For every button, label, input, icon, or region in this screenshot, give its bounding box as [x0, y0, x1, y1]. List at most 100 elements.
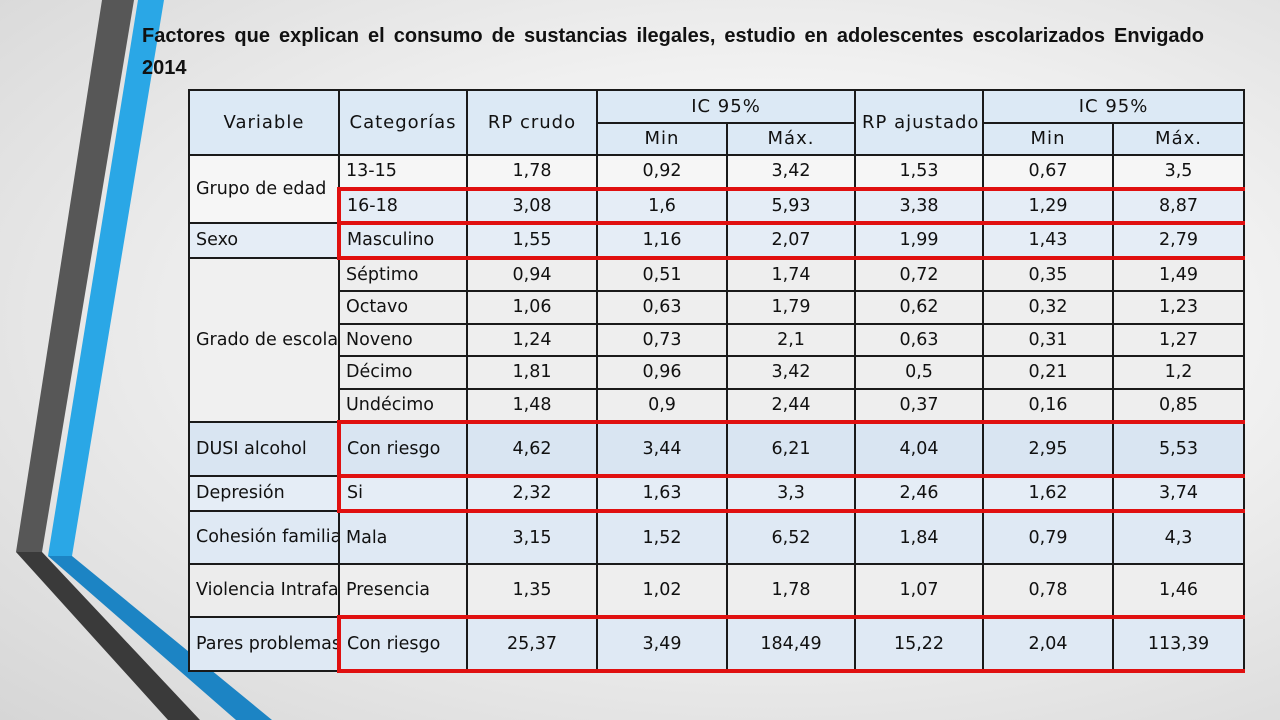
header-min-ajustado: Min [982, 121, 1115, 156]
table-row: Cohesión familiar Mala 3,15 1,52 6,52 1,… [188, 509, 1246, 565]
header-row: Variable Categorías RP crudo IC 95% RP a… [188, 89, 1246, 156]
value-cell: 1,99 [854, 222, 985, 260]
value-cell: 3,42 [725, 355, 857, 390]
category-cell: Octavo [338, 290, 468, 325]
category-cell: Séptimo [338, 256, 468, 292]
category-cell: Noveno [338, 322, 468, 357]
value-cell: 2,79 [1112, 222, 1246, 260]
value-cell: 0,5 [854, 355, 985, 390]
value-cell: 3,49 [596, 614, 728, 673]
results-table: Variable Categorías RP crudo IC 95% RP a… [188, 89, 1246, 673]
value-cell: 1,06 [466, 290, 598, 325]
header-max-ajustado: Máx. [1112, 121, 1246, 156]
value-cell: 1,81 [466, 355, 598, 390]
value-cell: 0,31 [982, 322, 1115, 357]
table-row-highlighted: Pares problemas Con riesgo 25,37 3,49 18… [188, 614, 1246, 673]
value-cell: 1,6 [596, 186, 728, 225]
category-cell: Undécimo [338, 387, 468, 423]
dark-stripe-lower [16, 552, 200, 720]
value-cell: 1,2 [1112, 355, 1246, 390]
table-row: Noveno 1,24 0,73 2,1 0,63 0,31 1,27 [189, 322, 1246, 357]
table-row-highlighted: Sexo Masculino 1,55 1,16 2,07 1,99 1,43 … [188, 222, 1246, 260]
header-ic-crudo: IC 95% [595, 89, 857, 124]
value-cell: 3,42 [725, 154, 857, 190]
table-row: Grupo de edad 13-15 1,78 0,92 3,42 1,53 … [188, 154, 1246, 224]
slide-title: Factores que explican el consumo de sust… [142, 25, 1204, 79]
value-cell: 1,02 [596, 562, 728, 618]
value-cell: 1,16 [596, 222, 728, 260]
value-cell: 0,78 [982, 562, 1115, 618]
value-cell: 8,87 [1112, 186, 1246, 225]
value-cell: 2,44 [725, 387, 857, 423]
value-cell: 1,49 [1112, 256, 1246, 292]
value-cell: 1,78 [725, 562, 857, 618]
header-rp-crudo: RP crudo [466, 89, 598, 156]
value-cell: 3,44 [596, 420, 728, 478]
header-max-crudo: Máx. [725, 121, 857, 156]
variable-cell: Violencia Intrafamiliar [188, 562, 340, 618]
category-cell: Con riesgo [337, 614, 468, 673]
variable-cell: Depresión [188, 475, 340, 512]
value-cell: 1,24 [466, 322, 598, 357]
value-cell: 1,63 [596, 475, 728, 513]
value-cell: 1,84 [854, 509, 985, 565]
value-cell: 1,52 [596, 509, 728, 565]
value-cell: 1,74 [725, 256, 857, 292]
variable-cell: Pares problemas [188, 615, 340, 672]
value-cell: 0,73 [596, 322, 728, 357]
value-cell: 3,3 [725, 475, 857, 513]
value-cell: 3,5 [1112, 154, 1246, 190]
value-cell: 0,79 [982, 509, 1115, 565]
header-min-crudo: Min [596, 121, 728, 156]
table-row: Grado de escolaridad Séptimo 0,94 0,51 1… [188, 256, 1246, 423]
category-cell: Si [337, 475, 468, 513]
value-cell: 0,63 [854, 322, 985, 357]
value-cell: 4,04 [854, 420, 985, 478]
category-cell: 16-18 [337, 186, 468, 225]
value-cell: 2,46 [854, 475, 985, 513]
value-cell: 2,07 [725, 222, 857, 260]
value-cell: 3,74 [1112, 475, 1246, 513]
value-cell: 0,21 [982, 355, 1115, 390]
value-cell: 2,95 [982, 420, 1115, 478]
table-row: Undécimo 1,48 0,9 2,44 0,37 0,16 0,85 [189, 387, 1246, 423]
header-rp-ajustado: RP ajustado [854, 89, 985, 156]
value-cell: 0,35 [982, 256, 1115, 292]
value-cell: 1,78 [466, 154, 598, 190]
value-cell: 3,15 [466, 509, 598, 565]
variable-cell: Grado de escolaridad [188, 256, 340, 423]
value-cell: 25,37 [466, 614, 598, 673]
value-cell: 5,93 [725, 186, 857, 225]
variable-cell: Grupo de edad [188, 154, 340, 224]
value-cell: 0,37 [854, 387, 985, 423]
value-cell: 4,3 [1112, 509, 1246, 565]
value-cell: 1,27 [1112, 322, 1246, 357]
value-cell: 6,52 [725, 509, 857, 565]
value-cell: 113,39 [1112, 614, 1246, 673]
value-cell: 0,62 [854, 290, 985, 325]
table-row: Octavo 1,06 0,63 1,79 0,62 0,32 1,23 [189, 290, 1246, 325]
gray-stripe-upper [16, 0, 134, 552]
value-cell: 0,94 [466, 256, 598, 292]
variable-cell: Cohesión familiar [188, 509, 340, 565]
header-categorias: Categorías [338, 89, 468, 156]
category-cell: 13-15 [338, 154, 468, 190]
value-cell: 5,53 [1112, 420, 1246, 478]
value-cell: 2,1 [725, 322, 857, 357]
category-cell: Masculino [337, 222, 468, 260]
value-cell: 1,55 [466, 222, 598, 260]
value-cell: 0,16 [982, 387, 1115, 423]
variable-cell: Sexo [188, 222, 340, 259]
value-cell: 1,23 [1112, 290, 1246, 325]
value-cell: 0,72 [854, 256, 985, 292]
value-cell: 1,62 [982, 475, 1115, 513]
value-cell: 0,63 [596, 290, 728, 325]
value-cell: 2,32 [466, 475, 598, 513]
value-cell: 0,51 [596, 256, 728, 292]
value-cell: 184,49 [725, 614, 857, 673]
table-row-highlighted: 16-18 3,08 1,6 5,93 3,38 1,29 8,87 [189, 186, 1246, 225]
value-cell: 0,92 [596, 154, 728, 190]
table-row-highlighted: Depresión Si 2,32 1,63 3,3 2,46 1,62 3,7… [188, 475, 1246, 513]
header-ic-ajustado: IC 95% [982, 89, 1246, 124]
value-cell: 1,35 [466, 562, 598, 618]
